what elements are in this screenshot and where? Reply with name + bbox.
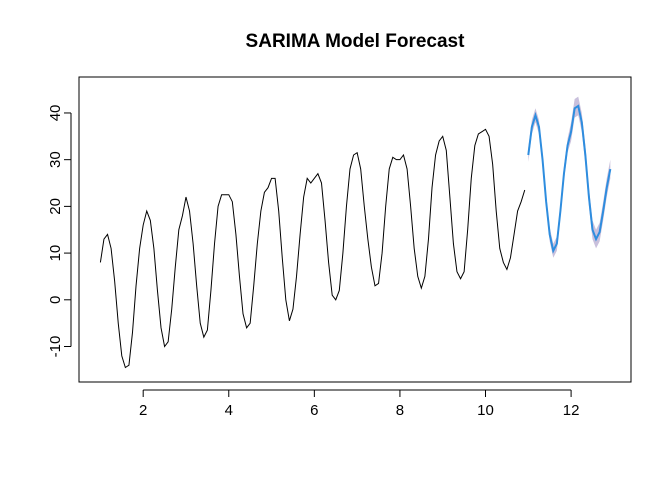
- y-tick-label: 20: [47, 198, 64, 215]
- y-tick-label: 0: [47, 296, 64, 304]
- x-tick-label: 12: [563, 402, 580, 419]
- x-tick-label: 8: [396, 402, 404, 419]
- y-tick-label: 40: [47, 105, 64, 122]
- forecast-line: [527, 104, 612, 254]
- x-tick-label: 6: [310, 402, 318, 419]
- chart-title: SARIMA Model Forecast: [246, 31, 466, 52]
- y-tick-label: 10: [47, 245, 64, 262]
- x-tick-label: 4: [225, 402, 233, 419]
- plot-box: [78, 76, 632, 383]
- x-tick-label: 10: [477, 402, 494, 419]
- y-tick-label: -10: [47, 336, 64, 358]
- confidence-band: [528, 96, 611, 258]
- y-tick-label: 30: [47, 151, 64, 168]
- history-line: [99, 128, 526, 369]
- x-tick-label: 2: [139, 402, 147, 419]
